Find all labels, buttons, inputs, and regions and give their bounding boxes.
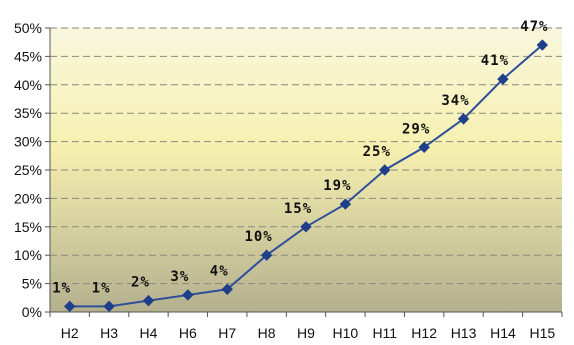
data-point: [457, 113, 470, 125]
x-tick-label: H15: [529, 325, 555, 341]
y-tick-label: 45%: [14, 48, 42, 64]
x-tick-label: H3: [100, 325, 118, 341]
x-tick-label: H7: [218, 325, 236, 341]
x-tick-label: H6: [179, 325, 197, 341]
x-tick-label: H4: [140, 325, 158, 341]
y-axis-tick-labels: 0% 5% 10% 15% 20% 25% 30% 35% 40% 45% 50%: [14, 20, 42, 320]
x-tick-label: H2: [61, 325, 79, 341]
x-tick-label: H14: [490, 325, 516, 341]
y-tick-label: 10%: [14, 247, 42, 263]
axes: [45, 27, 563, 317]
y-tick-label: 0%: [22, 304, 42, 320]
x-tick-label: H12: [411, 325, 437, 341]
data-point: [379, 164, 391, 176]
data-point: [260, 249, 273, 261]
data-point: [221, 283, 233, 295]
data-label: 41%: [481, 53, 509, 69]
x-tick-label: H13: [451, 325, 477, 341]
y-tick-label: 35%: [14, 105, 42, 121]
data-point: [497, 73, 509, 85]
data-label: 2%: [131, 275, 150, 291]
y-tick-label: 5%: [22, 276, 42, 292]
data-label: 4%: [210, 263, 229, 279]
data-label: 25%: [363, 144, 391, 160]
x-tick-label: H11: [372, 325, 397, 341]
y-tick-label: 20%: [14, 190, 42, 206]
data-label: 19%: [323, 178, 351, 194]
x-tick-label: H9: [297, 325, 315, 341]
data-point: [339, 198, 352, 210]
data-label: 47%: [520, 19, 548, 35]
y-tick-label: 40%: [14, 77, 42, 93]
data-point: [103, 300, 115, 313]
x-tick-label: H8: [258, 325, 276, 341]
x-tick-label: H10: [333, 325, 359, 341]
data-point: [63, 300, 76, 313]
y-tick-label: 15%: [14, 219, 42, 235]
data-point: [418, 141, 430, 153]
data-point: [536, 39, 549, 51]
data-label: 1%: [92, 280, 111, 296]
data-label: 3%: [170, 269, 189, 285]
y-tick-label: 50%: [14, 20, 42, 36]
data-point: [182, 289, 194, 301]
data-point: [142, 294, 155, 307]
data-label: 1%: [52, 280, 71, 296]
data-points: [63, 39, 549, 313]
y-tick-label: 25%: [14, 162, 42, 178]
data-label: 15%: [284, 201, 312, 217]
data-point: [300, 221, 312, 233]
data-labels: 1% 1% 2% 3% 4% 10% 15% 19% 25% 29% 34% 41% 47%: [52, 19, 548, 296]
data-label: 29%: [402, 121, 430, 137]
data-label: 34%: [441, 93, 469, 109]
data-label: 10%: [244, 229, 272, 245]
x-axis-tick-labels: H2 H3 H4 H6 H7 H8 H9 H10 H11 H12 H13 H14 H15: [61, 325, 556, 341]
y-tick-label: 30%: [14, 134, 42, 150]
